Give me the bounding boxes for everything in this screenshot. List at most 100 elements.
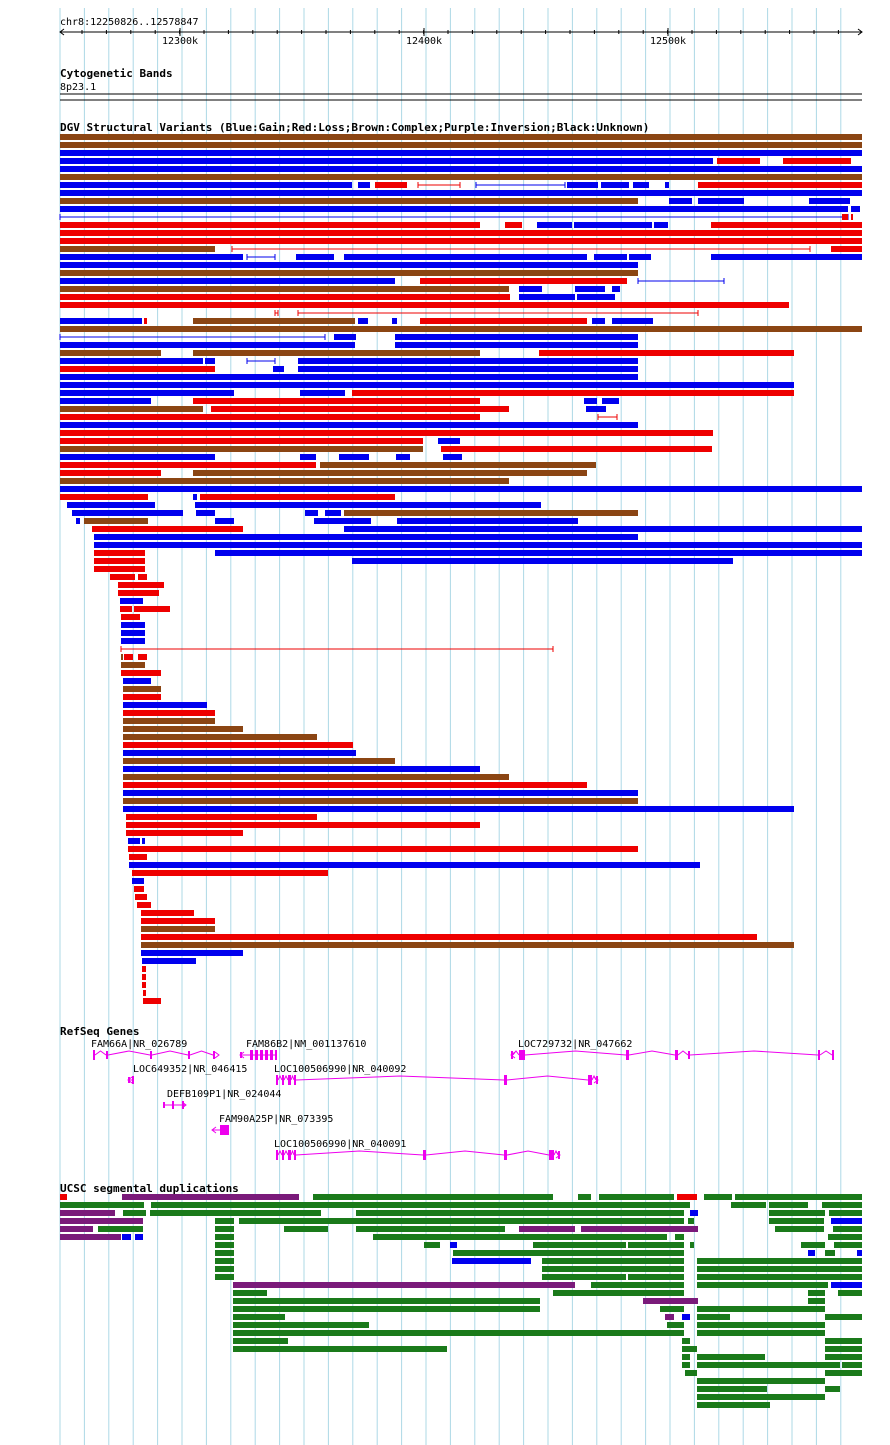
segdup-feature[interactable] [665,1314,674,1320]
dgv-variant[interactable] [123,678,151,684]
dgv-variant[interactable] [352,558,733,564]
segdup-feature[interactable] [452,1258,531,1264]
dgv-variant[interactable] [60,166,862,172]
segdup-feature[interactable] [688,1218,694,1224]
dgv-variant[interactable] [141,918,215,924]
dgv-variant[interactable] [121,638,145,644]
dgv-variant[interactable] [138,574,147,580]
dgv-variant[interactable] [60,278,395,284]
dgv-variant[interactable] [123,726,243,732]
dgv-variant[interactable] [138,654,147,660]
dgv-variant[interactable] [205,358,215,364]
dgv-variant[interactable] [60,198,638,204]
dgv-variant[interactable] [711,254,862,260]
segdup-feature[interactable] [697,1378,825,1384]
dgv-variant[interactable] [783,158,851,164]
dgv-variant[interactable] [574,222,652,228]
dgv-variant[interactable] [67,502,155,508]
dgv-variant[interactable] [60,134,862,140]
dgv-variant[interactable] [584,398,597,404]
segdup-feature[interactable] [769,1218,824,1224]
dgv-variant[interactable] [60,406,203,412]
dgv-variant[interactable] [123,686,161,692]
dgv-variant[interactable] [141,926,215,932]
dgv-variant[interactable] [352,390,794,396]
segdup-feature[interactable] [542,1274,626,1280]
segdup-feature[interactable] [356,1226,505,1232]
dgv-variant[interactable] [137,902,151,908]
segdup-feature[interactable] [682,1362,690,1368]
gene-fam66a[interactable] [93,1050,220,1060]
dgv-variant[interactable] [60,142,862,148]
dgv-variant[interactable] [344,254,587,260]
segdup-feature[interactable] [697,1258,862,1264]
gene-loc100506990-a[interactable] [276,1074,599,1085]
dgv-variant[interactable] [358,182,370,188]
segdup-feature[interactable] [313,1194,553,1200]
segdup-feature[interactable] [450,1242,457,1248]
dgv-variant[interactable] [126,814,317,820]
gene-loc729732[interactable] [510,1050,834,1060]
segdup-feature[interactable] [825,1346,862,1352]
dgv-track[interactable]: DGV Structural Variants (Blue:Gain;Red:L… [59,121,862,1004]
dgv-variant[interactable] [60,374,638,380]
dgv-variant[interactable] [375,182,407,188]
segdup-feature[interactable] [677,1194,697,1200]
dgv-variant[interactable] [211,406,509,412]
dgv-variant[interactable] [193,494,197,500]
dgv-variant[interactable] [141,910,194,916]
segdup-feature[interactable] [833,1226,862,1232]
segdup-feature[interactable] [233,1290,267,1296]
dgv-variant[interactable] [123,790,638,796]
dgv-variant[interactable] [60,222,480,228]
segdup-feature[interactable] [215,1226,234,1232]
segdup-feature[interactable] [233,1314,285,1320]
dgv-variant[interactable] [123,694,161,700]
gene-fam86b2[interactable] [239,1050,277,1060]
dgv-variant[interactable] [586,406,606,412]
dgv-variant[interactable] [60,382,794,388]
segdup-feature[interactable] [731,1202,766,1208]
dgv-variant[interactable] [420,318,587,324]
dgv-variant[interactable] [132,870,328,876]
segdup-feature[interactable] [233,1298,540,1304]
segdup-feature[interactable] [697,1362,840,1368]
segdup-feature[interactable] [122,1234,131,1240]
dgv-variant[interactable] [110,574,135,580]
dgv-variant[interactable] [215,518,234,524]
dgv-features[interactable] [59,134,862,1004]
segdup-feature[interactable] [373,1234,667,1240]
dgv-variant[interactable] [60,246,215,252]
dgv-variant[interactable] [60,478,509,484]
dgv-variant[interactable] [94,566,145,572]
segdup-feature[interactable] [667,1322,684,1328]
dgv-variant[interactable] [358,318,368,324]
segdup-feature[interactable] [690,1210,698,1216]
dgv-variant[interactable] [594,254,627,260]
dgv-variant[interactable] [123,742,353,748]
dgv-variant[interactable] [94,542,862,548]
segdup-feature[interactable] [697,1306,825,1312]
segdup-feature[interactable] [533,1242,626,1248]
dgv-variant[interactable] [94,550,145,556]
segdup-feature[interactable] [675,1234,684,1240]
dgv-variant[interactable] [143,998,161,1004]
segdup-feature[interactable] [822,1202,862,1208]
segdup-feature[interactable] [356,1210,684,1216]
dgv-variant[interactable] [320,462,596,468]
dgv-variant[interactable] [711,222,862,228]
dgv-variant[interactable] [60,462,316,468]
dgv-variant[interactable] [60,206,848,212]
segdup-feature[interactable] [215,1258,234,1264]
segdup-feature[interactable] [239,1218,684,1224]
dgv-variant[interactable] [60,326,862,332]
segdup-feature[interactable] [660,1306,684,1312]
dgv-variant[interactable] [141,942,794,948]
dgv-variant[interactable] [126,822,480,828]
dgv-variant[interactable] [344,510,638,516]
dgv-variant[interactable] [602,398,619,404]
segdup-feature[interactable] [542,1258,684,1264]
dgv-variant[interactable] [193,470,587,476]
segdup-feature[interactable] [215,1218,234,1224]
dgv-variant[interactable] [60,414,480,420]
